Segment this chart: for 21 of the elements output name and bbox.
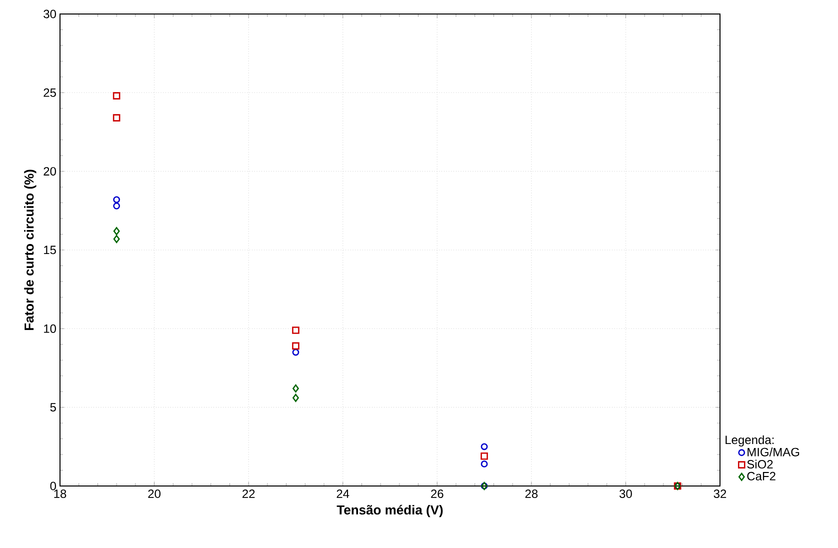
x-tick-label: 32 xyxy=(714,490,726,498)
legend-label: CaF2 xyxy=(747,472,776,480)
legend-label: SiO2 xyxy=(747,460,773,469)
x-tick-label: 22 xyxy=(242,490,255,498)
x-tick-label: 26 xyxy=(431,490,444,498)
x-axis-title: Tensão média (V) xyxy=(336,504,443,518)
y-tick-label: 20 xyxy=(44,167,56,176)
y-tick-label: 10 xyxy=(44,324,56,333)
x-tick-label: 30 xyxy=(619,490,632,498)
x-tick-label: 20 xyxy=(148,490,160,498)
y-tick-label: 25 xyxy=(44,88,56,97)
legend-title: Legenda: xyxy=(726,435,774,447)
legend-label: MIG/MAG xyxy=(748,448,800,456)
y-tick-label: 30 xyxy=(44,10,56,18)
x-tick-label: 24 xyxy=(336,490,350,498)
y-tick-label: 5 xyxy=(50,403,56,412)
y-tick-label: 0 xyxy=(50,482,56,490)
x-tick-label: 18 xyxy=(54,490,66,498)
x-tick-label: 28 xyxy=(525,490,538,498)
y-axis-title: Fator de curto circuito (%) xyxy=(24,170,36,330)
y-tick-label: 15 xyxy=(44,246,56,254)
